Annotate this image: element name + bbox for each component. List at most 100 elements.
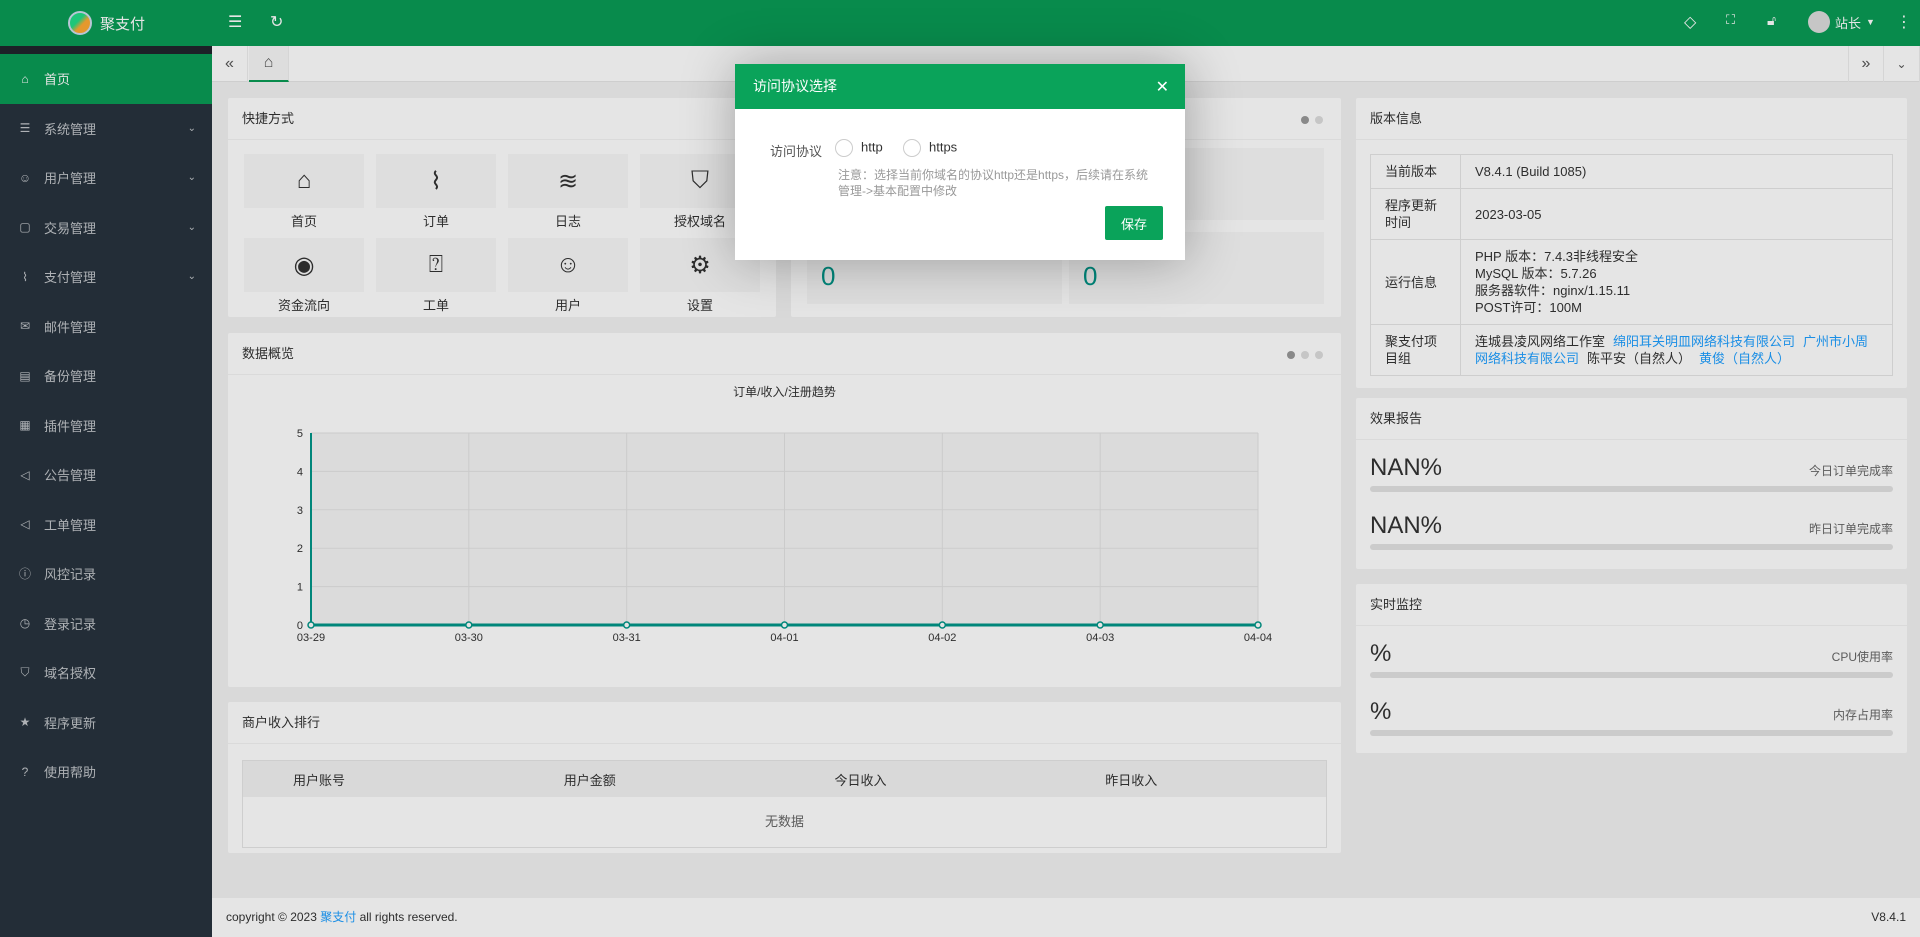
user-menu[interactable]: 站长 ▼ [1808,11,1875,33]
shortcut-item[interactable]: ◉ 资金流向 [244,238,364,322]
save-button[interactable]: 保存 [1105,206,1163,240]
sidebar-item[interactable]: ★ 程序更新 [0,698,212,748]
carousel-dots[interactable] [1287,351,1323,359]
column-header: 用户金额 [563,772,616,788]
question-icon: ? [21,764,29,779]
speaker-icon: ◁ [20,467,30,482]
ranking-table: 用户账号 用户金额 今日收入 昨日收入 无数据 [242,760,1327,848]
tab-home[interactable]: ⌂ [249,46,289,82]
metric-label: 内存占用率 [1832,708,1893,722]
metric: % 内存占用率 [1356,684,1907,742]
refresh-icon[interactable]: ↻ [270,14,284,31]
shortcut-item[interactable]: ≋ 日志 [508,154,628,238]
shortcut-item[interactable]: ☺ 用户 [508,238,628,322]
fullscreen-icon[interactable]: ⛶ [1726,12,1736,27]
file-icon: ▢ [19,220,31,235]
shortcut-item[interactable]: ⌂ 首页 [244,154,364,238]
version-row: 聚支付项目组 连城县凌风网络工作室 绵阳耳关明皿网络科技有限公司 广州市小周网络科技有… [1370,324,1893,376]
note-icon: ▤ [19,368,31,383]
chevron-down-icon: ⌄ [187,122,196,134]
row-value: 2023-03-05 [1475,206,1542,222]
y-tick-label: 0 [297,620,303,632]
carousel-dots[interactable] [1301,116,1323,124]
scroll-right-icon[interactable]: » [1848,46,1884,82]
close-icon[interactable]: ✕ [1155,79,1169,96]
sidebar-item-label: 交易管理 [44,220,97,236]
team-link[interactable]: 黄俊（自然人） [1699,351,1791,366]
sidebar-item[interactable]: ☺ 用户管理 ⌄ [0,153,212,203]
sidebar-item-label: 插件管理 [44,418,97,434]
x-tick-label: 04-01 [770,632,798,644]
speaker-icon: ◁ [20,517,30,532]
data-point[interactable] [1096,621,1104,629]
chevron-down-icon: ⌄ [187,221,196,233]
card-title: 版本信息 [1356,98,1907,140]
x-tick-label: 04-04 [1244,632,1272,644]
radio-http[interactable]: http [835,139,883,157]
sidebar-item[interactable]: ⛉ 域名授权 [0,648,212,698]
menu-toggle-icon[interactable]: ☰ [228,14,243,31]
sidebar: ⌂ 首页 ☰ 系统管理 ⌄ ☺ 用户管理 ⌄ ▢ 交易管理 ⌄ ⌇ 支付管理 ⌄ ✉ 邮件管理 ▤ 备份管理 ▦ 插件… [0,46,212,937]
column-header: 昨日收入 [1105,772,1158,788]
sidebar-item[interactable]: ⌇ 支付管理 ⌄ [0,252,212,302]
more-icon[interactable]: ⋮ [1896,14,1912,31]
data-point[interactable] [307,621,315,629]
data-point[interactable] [622,621,631,629]
shortcut-item[interactable]: ⍰ 工单 [376,238,496,322]
radio-https[interactable]: https [903,139,957,157]
sidebar-item[interactable]: ◁ 工单管理 [0,500,212,550]
sidebar-item-label: 系统管理 [44,121,97,137]
copyright-text: copyright © 2023 [226,910,321,924]
metric-label: 昨日订单完成率 [1808,522,1893,536]
sidebar-item[interactable]: ▤ 备份管理 [0,351,212,401]
user-icon: ☺ [18,170,32,185]
sidebar-item[interactable]: ⓘ 风控记录 [0,549,212,599]
sidebar-item[interactable]: ✉ 邮件管理 [0,302,212,352]
scroll-left-icon[interactable]: « [212,46,248,82]
footer-link[interactable]: 聚支付 [320,910,357,924]
team-link[interactable]: 绵阳耳关明皿网络科技有限公司 [1613,334,1796,349]
dialog-title: 访问协议选择 [735,64,1185,109]
metric-value: % [1370,698,1392,725]
progress-bar [1370,486,1893,492]
shortcut-icon: ◉ [244,238,364,292]
shield-icon: ⛉ [20,665,30,680]
radio-label: http [861,139,883,155]
data-point[interactable] [465,621,473,629]
row-value: 服务器软件：nginx/1.15.11 [1475,283,1631,298]
sidebar-item[interactable]: ▢ 交易管理 ⌄ [0,203,212,253]
sidebar-item[interactable]: ▦ 插件管理 [0,401,212,451]
sidebar-item[interactable]: ◁ 公告管理 [0,450,212,500]
x-tick-label: 04-03 [1086,632,1114,644]
user-name: 站长 [1835,15,1862,31]
tag-icon[interactable]: ◇ [1684,14,1697,31]
clock-icon: ◷ [19,616,31,631]
report-card: 效果报告 NAN% 今日订单完成率 NAN% 昨日订单完成率 [1356,398,1907,569]
logo[interactable]: 聚支付 [68,11,145,35]
sidebar-item[interactable]: ◷ 登录记录 [0,599,212,649]
shortcut-label: 日志 [554,214,581,229]
caret-down-icon: ▼ [1866,17,1875,27]
data-point[interactable] [938,621,947,629]
team-link[interactable]: 广州市小周网络科技有限公司 [1475,334,1869,366]
chevron-down-icon: ⌄ [187,172,196,184]
radio-label: https [929,139,958,155]
column-header: 用户账号 [293,772,346,788]
shortcut-item[interactable]: ⌇ 订单 [376,154,496,238]
shortcut-icon: ⍰ [376,238,496,292]
sidebar-item[interactable]: ? 使用帮助 [0,747,212,797]
chevron-down-icon: ⌄ [187,271,196,283]
sidebar-item[interactable]: ☰ 系统管理 ⌄ [0,104,212,154]
brand-name: 聚支付 [100,15,146,33]
home-icon: ⌂ [21,71,29,86]
row-key: 当前版本 [1370,154,1461,189]
progress-bar [1370,730,1893,736]
lock-icon[interactable]: 🔓︎ [1767,12,1777,28]
sidebar-item[interactable]: ⌂ 首页 [0,54,212,104]
data-point[interactable] [780,621,789,629]
row-value: V8.4.1 (Build 1085) [1475,164,1587,179]
sidebar-item-label: 邮件管理 [44,319,97,335]
monitor-card: 实时监控 % CPU使用率% 内存占用率 [1356,584,1907,753]
data-point[interactable] [1254,621,1262,629]
sidebar-item-label: 用户管理 [44,171,97,187]
